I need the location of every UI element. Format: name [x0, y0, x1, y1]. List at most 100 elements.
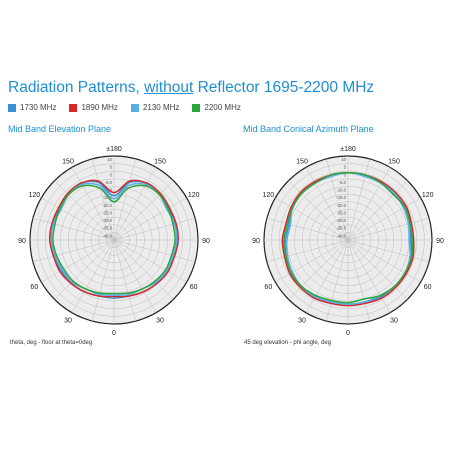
radial-tick-label: -30.0 — [336, 218, 346, 223]
angle-tick-label: 30 — [64, 318, 72, 325]
radial-tick-label: -15.0 — [102, 195, 112, 200]
angle-tick-label: 150 — [62, 158, 74, 165]
series-line — [52, 184, 176, 295]
grid-spoke — [32, 218, 115, 241]
title-emphasis: without — [144, 79, 194, 96]
radial-tick-label: -10.0 — [336, 188, 346, 193]
grid-spoke — [347, 239, 408, 300]
grid-spoke — [113, 239, 136, 322]
page-title: Radiation Patterns, without Reflector 16… — [8, 79, 375, 96]
radial-tick-label: -20.0 — [336, 203, 346, 208]
grid-spoke — [347, 239, 370, 322]
polar-chart-elevation: 1050-5.0-10.0-15.0-20.0-25.0-30.0-35.0-4… — [18, 146, 210, 337]
grid-spoke — [54, 180, 115, 241]
grid-spoke — [113, 239, 187, 283]
legend-label: 1730 MHz — [20, 103, 57, 112]
grid-spoke — [347, 158, 370, 241]
grid-spoke — [113, 158, 136, 241]
grid-spoke — [71, 167, 115, 241]
legend-swatch — [130, 103, 139, 112]
radial-tick-label: -25.0 — [336, 210, 346, 215]
grid-spoke — [288, 180, 349, 241]
series-line — [283, 172, 414, 304]
angle-tick-label: 60 — [30, 284, 38, 291]
legend: 1730 MHz 1890 MHz 2130 MHz 2200 MHz — [8, 103, 241, 112]
radial-tick-label: -20.0 — [102, 203, 112, 208]
angle-tick-label: 90 — [202, 238, 210, 245]
grid-spoke — [41, 197, 115, 241]
grid-spoke — [326, 239, 349, 322]
grid-spoke — [347, 218, 430, 241]
grid-spoke — [113, 239, 157, 313]
grid-spoke — [275, 239, 349, 283]
angle-tick-label: 90 — [18, 238, 26, 245]
angle-tick-label: ±180 — [340, 146, 356, 153]
angle-tick-label: 150 — [388, 158, 400, 165]
plot-title-azimuth: Mid Band Conical Azimuth Plane — [243, 124, 374, 134]
radial-tick-label: 10 — [341, 157, 346, 162]
grid-spoke — [113, 239, 196, 262]
plot-title-elevation: Mid Band Elevation Plane — [8, 124, 112, 134]
grid-spoke — [92, 239, 115, 322]
grid-spoke — [266, 218, 349, 241]
grid-spoke — [266, 239, 349, 262]
series-line — [49, 179, 179, 298]
radial-tick-label: 0 — [344, 172, 347, 177]
grid-spoke — [32, 239, 115, 262]
radial-tick-label: -40.0 — [336, 233, 346, 238]
radial-tick-label: -25.0 — [102, 210, 112, 215]
grid-spoke — [347, 239, 430, 262]
radial-tick-label: -15.0 — [336, 195, 346, 200]
angle-tick-label: 30 — [390, 318, 398, 325]
grid-spoke — [41, 239, 115, 283]
legend-item: 2130 MHz — [130, 103, 179, 112]
grid-spoke — [347, 167, 391, 241]
legend-swatch — [69, 103, 78, 112]
grid-spoke — [113, 239, 174, 300]
grid-spoke — [113, 197, 187, 241]
radial-tick-label: 10 — [107, 157, 112, 162]
angle-tick-label: 90 — [252, 238, 260, 245]
grid-spoke — [305, 167, 349, 241]
angle-tick-label: 120 — [422, 192, 434, 199]
grid-spoke — [347, 239, 421, 283]
legend-item: 1730 MHz — [8, 103, 56, 112]
grid-spoke — [92, 158, 115, 241]
angle-tick-label: 120 — [262, 192, 274, 199]
legend-swatch — [8, 103, 16, 112]
angle-tick-label: 150 — [154, 158, 166, 165]
legend-item: 2200 MHz — [192, 103, 241, 112]
angle-tick-label: 0 — [346, 330, 350, 337]
grid-spoke — [305, 239, 349, 313]
caption-azimuth: 45 deg elevation - phi angle, deg — [244, 340, 332, 346]
grid-spoke — [326, 158, 349, 241]
angle-tick-label: 120 — [188, 192, 200, 199]
grid-spoke — [275, 197, 349, 241]
radial-tick-label: -35.0 — [102, 226, 112, 231]
grid-spoke — [54, 239, 115, 300]
radial-tick-label: -30.0 — [102, 218, 112, 223]
radial-tick-label: 5 — [344, 165, 347, 170]
angle-tick-label: 30 — [298, 318, 306, 325]
grid-spoke — [113, 167, 157, 241]
grid-spoke — [347, 197, 421, 241]
angle-tick-label: 60 — [424, 284, 432, 291]
radial-tick-label: -35.0 — [336, 226, 346, 231]
grid-spoke — [347, 180, 408, 241]
legend-label: 2200 MHz — [204, 103, 241, 112]
angle-tick-label: 90 — [436, 238, 444, 245]
angle-tick-label: 120 — [28, 192, 40, 199]
legend-item: 1890 MHz — [69, 103, 118, 112]
series-line — [50, 182, 178, 296]
grid-spoke — [71, 239, 115, 313]
angle-tick-label: 60 — [190, 284, 198, 291]
radial-tick-label: 5 — [110, 165, 113, 170]
radial-tick-label: -5.0 — [339, 180, 347, 185]
angle-tick-label: 30 — [156, 318, 164, 325]
radial-tick-label: 0 — [110, 172, 113, 177]
legend-label: 1890 MHz — [81, 103, 118, 112]
radial-tick-label: -5.0 — [105, 180, 113, 185]
angle-tick-label: 60 — [264, 284, 272, 291]
angle-tick-label: 150 — [296, 158, 308, 165]
grid-spoke — [113, 218, 196, 241]
